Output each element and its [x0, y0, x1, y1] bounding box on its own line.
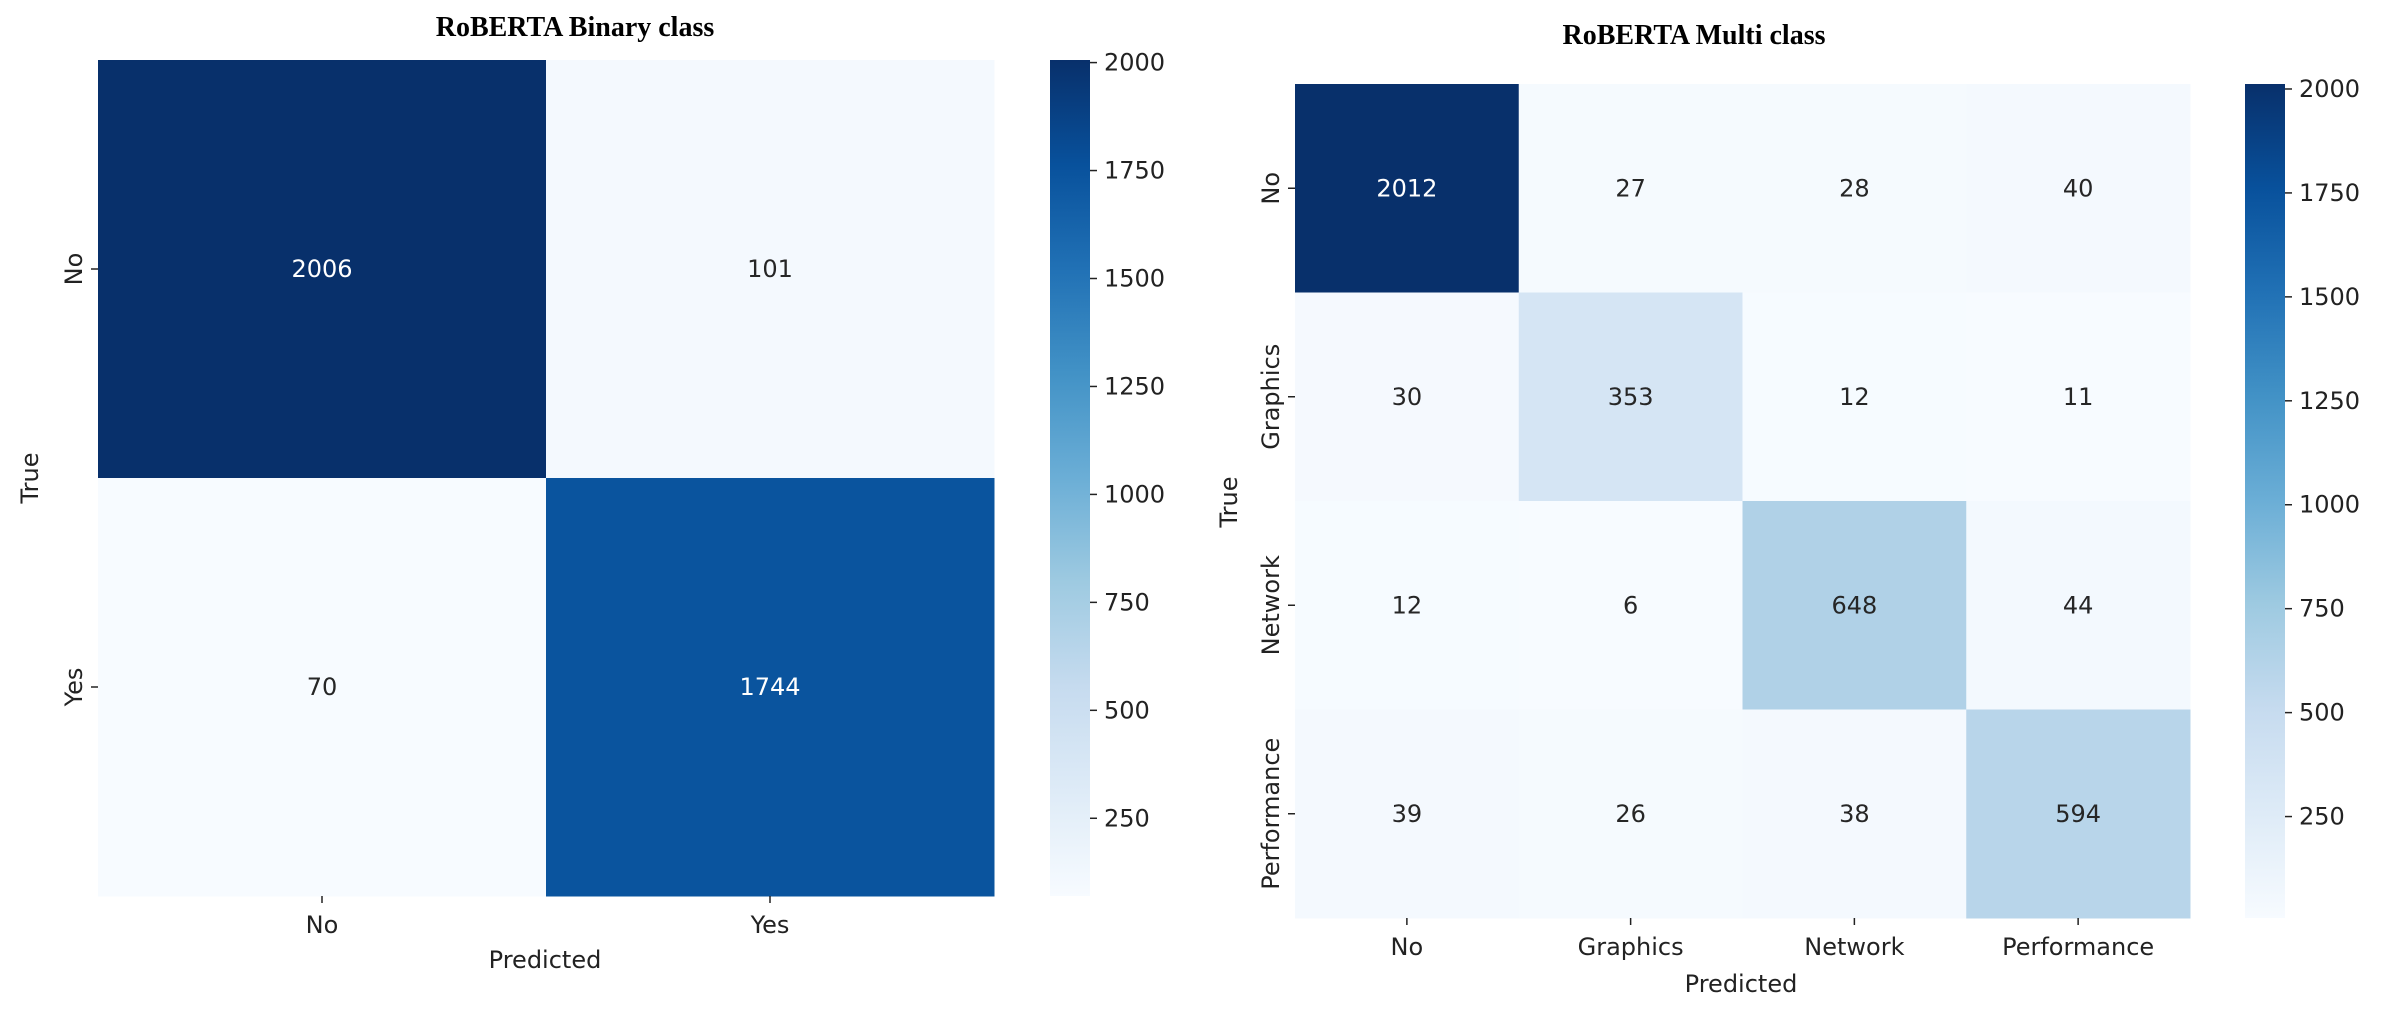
cell-value-3-2: 38	[1839, 800, 1870, 828]
cell-value-0-0: 2006	[291, 255, 352, 283]
colorbar-tick-label-3: 1000	[2299, 491, 2360, 519]
x-tick-labels: No Yes	[306, 896, 790, 939]
colorbar-tick-label-0: 250	[2299, 803, 2345, 831]
colorbar-tick-label-4: 1250	[2299, 387, 2360, 415]
heatmap-cells: 2012 27 28 40 30 353 12 11 12 6 648 44 39 26 38 594	[1295, 84, 2191, 919]
cell-3-0	[1295, 709, 1520, 919]
x-axis-label: Predicted	[489, 946, 602, 974]
colorbar-tick-label-2: 750	[1104, 588, 1150, 616]
cell-2-0	[1295, 501, 1520, 710]
x-tick-label-0: No	[306, 911, 339, 939]
x-tick-label-1: Graphics	[1578, 933, 1684, 961]
y-tick-label-2: Network	[1257, 555, 1285, 655]
cell-value-2-2: 648	[1831, 591, 1877, 619]
colorbar: 250 500 750 1000 1250 1500 1750 2000	[2245, 75, 2360, 918]
chart-title: RoBERTA Binary class	[436, 12, 715, 43]
colorbar-tick-label-7: 2000	[2299, 75, 2360, 103]
cell-value-1-0: 30	[1392, 383, 1423, 411]
colorbar-tick-label-2: 750	[2299, 595, 2345, 623]
colorbar-tick-label-7: 2000	[1104, 49, 1165, 77]
cell-1-3	[1966, 292, 2191, 502]
x-axis-label: Predicted	[1685, 970, 1798, 998]
cell-value-3-0: 39	[1392, 800, 1423, 828]
cell-value-1-3: 11	[2063, 383, 2094, 411]
cell-value-2-1: 6	[1623, 591, 1638, 619]
cell-value-3-3: 594	[2055, 800, 2101, 828]
cell-value-2-0: 12	[1392, 591, 1423, 619]
cell-value-0-2: 28	[1839, 174, 1870, 202]
cell-value-0-0: 2012	[1376, 174, 1437, 202]
cell-0-1	[1518, 84, 1743, 293]
cell-3-1	[1518, 709, 1743, 919]
y-tick-labels: No Graphics Network Performance	[1257, 172, 1295, 890]
cell-value-0-1: 101	[747, 255, 793, 283]
cell-1-0	[1295, 292, 1520, 502]
cell-0-1	[546, 60, 995, 479]
cell-value-1-0: 70	[307, 673, 338, 701]
y-axis-label: True	[16, 453, 44, 505]
colorbar-gradient	[2245, 84, 2285, 918]
cell-2-2	[1742, 501, 1967, 710]
cell-2-3	[1966, 501, 2191, 710]
y-tick-label-0: No	[1257, 172, 1285, 205]
cell-value-0-1: 27	[1615, 174, 1646, 202]
cell-value-1-1: 1744	[739, 673, 800, 701]
colorbar-tick-label-1: 500	[1104, 696, 1150, 724]
cell-0-3	[1966, 84, 2191, 293]
colorbar-tick-label-1: 500	[2299, 699, 2345, 727]
cell-1-1	[546, 478, 995, 897]
colorbar-tick-label-4: 1250	[1104, 372, 1165, 400]
y-tick-label-1: Yes	[60, 668, 88, 708]
colorbar-tick-label-0: 250	[1104, 804, 1150, 832]
colorbar-tick-label-5: 1500	[2299, 283, 2360, 311]
colorbar-tick-label-5: 1500	[1104, 265, 1165, 293]
multiclass-confusion-matrix: RoBERTA Multi class Predicted True 2012 2…	[1215, 20, 2360, 998]
colorbar-tick-label-6: 1750	[1104, 157, 1165, 185]
y-tick-label-0: No	[60, 253, 88, 286]
cell-0-0	[1295, 84, 1520, 293]
colorbar-tick-label-6: 1750	[2299, 179, 2360, 207]
cell-1-1	[1518, 292, 1743, 502]
heatmap-cells: 2006 101 70 1744	[98, 60, 995, 897]
y-axis-label: True	[1215, 477, 1243, 529]
x-tick-label-1: Yes	[750, 911, 790, 939]
chart-title: RoBERTA Multi class	[1563, 20, 1826, 51]
cell-0-0	[98, 60, 547, 479]
cell-value-2-3: 44	[2063, 591, 2094, 619]
cell-3-3	[1966, 709, 2191, 919]
x-tick-labels: No Graphics Network Performance	[1391, 918, 2154, 961]
cell-value-3-1: 26	[1615, 800, 1646, 828]
x-tick-label-0: No	[1391, 933, 1424, 961]
y-tick-label-1: Graphics	[1257, 344, 1285, 450]
cell-value-1-1: 353	[1608, 383, 1654, 411]
y-tick-label-3: Performance	[1257, 738, 1285, 890]
cell-0-2	[1742, 84, 1967, 293]
x-tick-label-2: Network	[1804, 933, 1904, 961]
x-tick-label-3: Performance	[2002, 933, 2154, 961]
cell-1-2	[1742, 292, 1967, 502]
colorbar: 250 500 750 1000 1250 1500 1750 2000	[1050, 49, 1165, 896]
cell-value-1-2: 12	[1839, 383, 1870, 411]
cell-1-0	[98, 478, 547, 897]
y-tick-labels: No Yes	[60, 253, 98, 708]
colorbar-tick-label-3: 1000	[1104, 480, 1165, 508]
cell-value-0-3: 40	[2063, 174, 2094, 202]
cell-3-2	[1742, 709, 1967, 919]
cell-2-1	[1518, 501, 1743, 710]
binary-confusion-matrix: RoBERTA Binary class Predicted True 2006…	[16, 12, 1165, 974]
colorbar-gradient	[1050, 60, 1090, 896]
